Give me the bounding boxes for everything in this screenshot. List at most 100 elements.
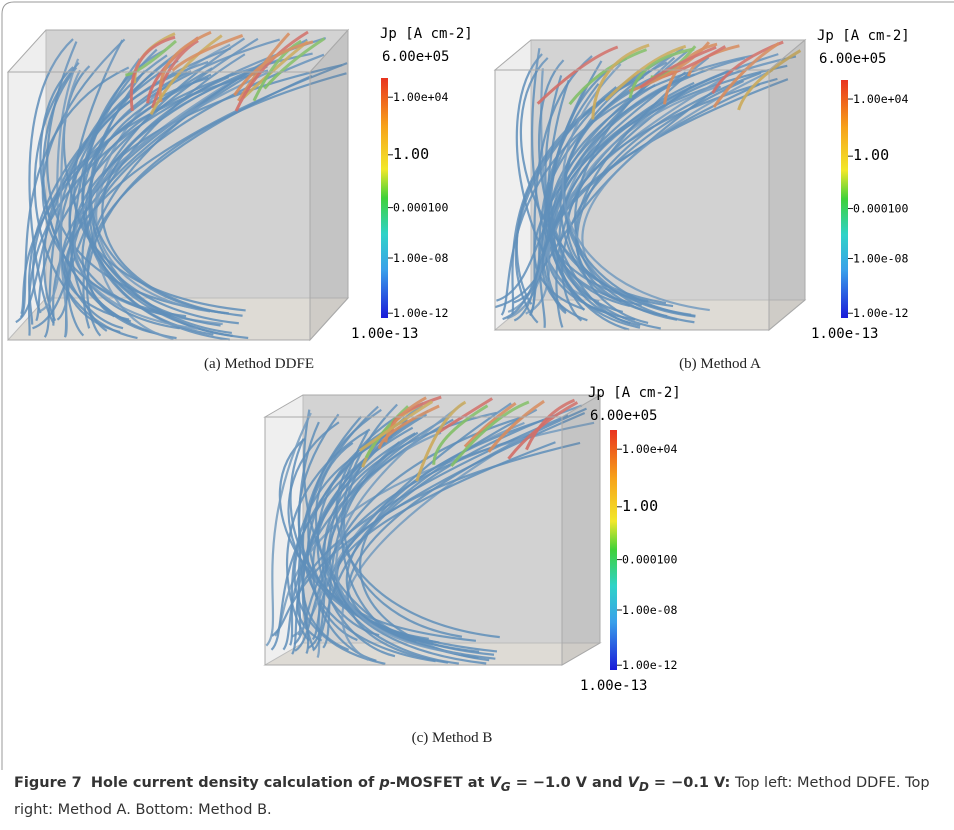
streamline bbox=[500, 54, 754, 316]
panel-caption: (c) Method B bbox=[412, 730, 493, 746]
streamline bbox=[575, 71, 762, 325]
colorbar-tick-label: 0.000100 bbox=[853, 202, 908, 216]
colorbar-tick-label: 1.00e+04 bbox=[393, 90, 448, 104]
box-side bbox=[309, 28, 349, 342]
colorbar-min: 1.00e-13 bbox=[580, 678, 647, 694]
colorbar-title: Jp [A cm-2] bbox=[588, 385, 681, 401]
streamline bbox=[27, 60, 169, 325]
simulation-image bbox=[6, 28, 350, 342]
simulation-image bbox=[263, 394, 602, 666]
colorbar-tick-label: 1.00e-12 bbox=[622, 658, 677, 672]
colorbar-min: 1.00e-13 bbox=[351, 326, 418, 342]
streamline bbox=[322, 431, 419, 649]
streamline bbox=[323, 411, 497, 665]
streamline-hot bbox=[149, 34, 223, 116]
streamline-hot bbox=[233, 40, 314, 96]
streamline bbox=[328, 415, 487, 665]
colorbar-tick-label: 1.00e-08 bbox=[622, 603, 677, 617]
box-top bbox=[263, 394, 602, 418]
streamline bbox=[335, 402, 465, 656]
title-part: p bbox=[379, 775, 390, 791]
streamline-hot bbox=[639, 45, 717, 89]
streamline-hot bbox=[536, 45, 619, 105]
streamline-hot bbox=[358, 400, 434, 452]
box-side bbox=[561, 394, 601, 666]
title-part: V bbox=[489, 775, 501, 791]
title-part: V bbox=[627, 775, 639, 791]
streamline-hot bbox=[507, 401, 579, 460]
streamline-hot bbox=[568, 48, 648, 106]
title-part: -MOSFET at bbox=[389, 775, 490, 791]
colorbar-tick-label: 1.00e+04 bbox=[622, 442, 677, 456]
streamline-hot bbox=[151, 39, 199, 109]
colorbar-max: 6.00e+05 bbox=[590, 408, 657, 424]
streamline-hot bbox=[591, 43, 650, 120]
panel-caption: (a) Method DDFE bbox=[204, 356, 314, 372]
streamline bbox=[59, 38, 281, 330]
panel-caption: (b) Method A bbox=[679, 356, 761, 372]
streamline bbox=[538, 59, 631, 325]
streamline bbox=[73, 47, 246, 312]
title-part: G bbox=[500, 779, 511, 794]
box-front bbox=[494, 69, 770, 331]
streamline bbox=[559, 65, 682, 303]
figure-title: Hole current density calculation of p-MO… bbox=[90, 775, 731, 794]
streamline-hot bbox=[377, 404, 440, 450]
streamline-hot bbox=[487, 399, 545, 453]
streamline bbox=[101, 37, 327, 317]
figure-label: Figure 7 bbox=[14, 775, 82, 791]
colorbar-max: 6.00e+05 bbox=[819, 51, 886, 67]
streamline-hot bbox=[450, 400, 530, 468]
streamline bbox=[56, 58, 80, 337]
streamline bbox=[271, 411, 586, 637]
streamline-hot bbox=[263, 37, 326, 90]
colorbar bbox=[381, 78, 388, 318]
streamline bbox=[43, 54, 168, 338]
colorbar-title: Jp [A cm-2] bbox=[380, 26, 473, 42]
streamline-hot bbox=[712, 41, 780, 108]
streamline-hot bbox=[252, 39, 302, 102]
streamline-hot bbox=[415, 400, 467, 482]
streamline bbox=[298, 421, 320, 654]
box-front bbox=[7, 71, 311, 341]
streamline bbox=[307, 430, 369, 650]
colorbar-tick-label: 1.00e+04 bbox=[853, 92, 908, 106]
streamline bbox=[41, 38, 187, 318]
streamline bbox=[301, 420, 408, 651]
colorbar bbox=[841, 80, 848, 318]
streamline-hot bbox=[125, 39, 177, 77]
streamline bbox=[562, 81, 695, 324]
streamline bbox=[496, 57, 746, 302]
streamline-hot bbox=[525, 398, 576, 451]
streamline bbox=[519, 57, 696, 318]
colorbar-min: 1.00e-13 bbox=[811, 326, 878, 342]
streamline bbox=[533, 71, 687, 311]
title-part: = −1.0 V and bbox=[510, 775, 628, 791]
streamline bbox=[543, 47, 684, 308]
streamline bbox=[502, 81, 695, 321]
colorbar-tick-label: 1.00e-12 bbox=[393, 306, 448, 320]
streamline bbox=[345, 408, 538, 660]
colorbar-tick-label: 1.00e-12 bbox=[853, 306, 908, 320]
streamline-hot bbox=[463, 401, 517, 448]
colorbar-tick-label: 1.00 bbox=[622, 497, 658, 515]
title-part: Hole current density calculation of bbox=[90, 775, 380, 791]
title-part: D bbox=[638, 779, 649, 794]
streamline-hot bbox=[129, 35, 176, 112]
streamline-hot bbox=[158, 30, 212, 103]
colorbar-tick-label: 0.000100 bbox=[393, 201, 448, 215]
colorbar-title: Jp [A cm-2] bbox=[817, 28, 910, 44]
streamline-hot bbox=[234, 30, 309, 112]
figure-text: Top left: Method DDFE. Top right: Method… bbox=[14, 775, 930, 818]
colorbar-max: 6.00e+05 bbox=[382, 49, 449, 65]
colorbar-tick-label: 1.00 bbox=[853, 146, 889, 164]
streamline-hot bbox=[628, 47, 695, 99]
simulation-image bbox=[493, 38, 807, 332]
streamline-hot bbox=[604, 44, 687, 102]
streamline bbox=[561, 63, 710, 312]
title-part: = −0.1 V: bbox=[648, 775, 731, 791]
colorbar-tick-label: 1.00 bbox=[393, 145, 429, 163]
streamline bbox=[289, 435, 393, 646]
